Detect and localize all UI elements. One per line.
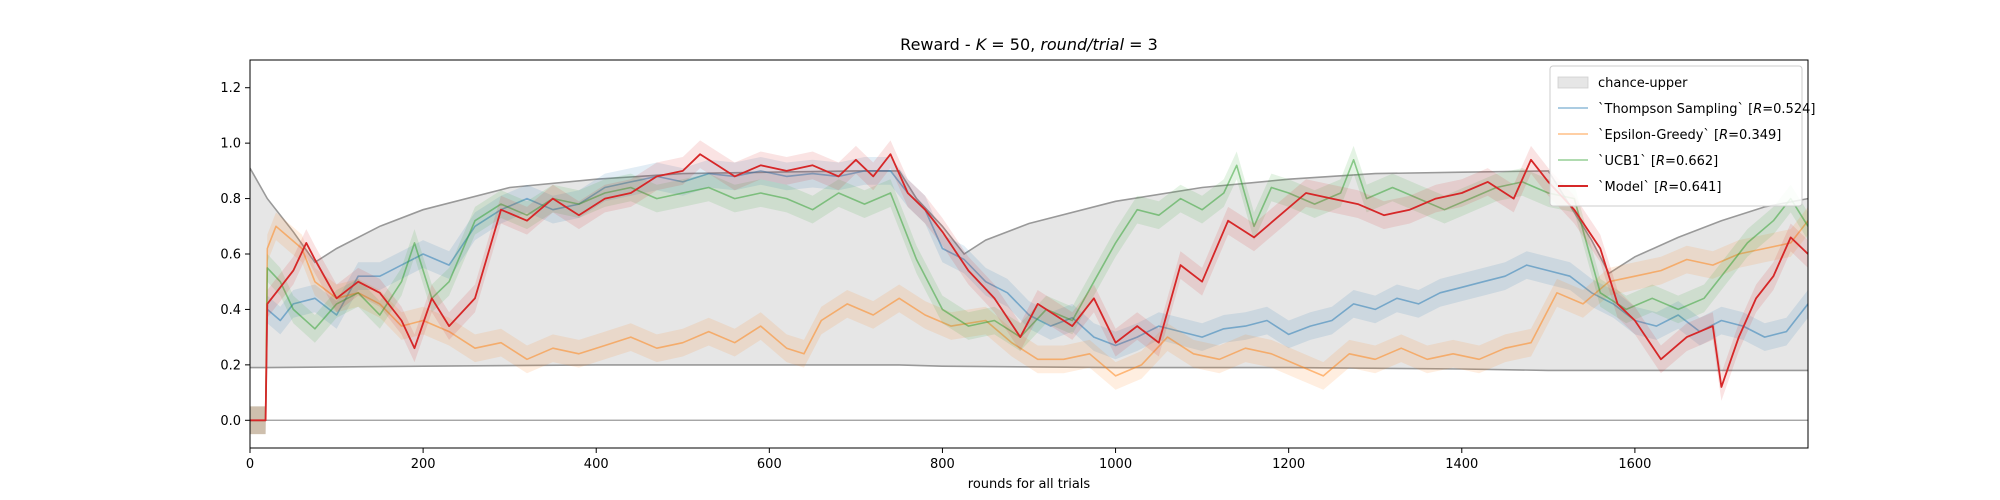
y-tick-label: 0.4 xyxy=(220,303,241,318)
series-model-band xyxy=(250,140,1808,435)
title-k-label: K xyxy=(976,35,988,54)
x-tick-label: 400 xyxy=(584,457,609,472)
series-ucb1-line xyxy=(250,159,1808,422)
legend: chance-upper `Thompson Sampling` [R=0.52… xyxy=(1549,65,1815,207)
x-tick-label: 1400 xyxy=(1445,457,1478,472)
y-tick-label: 1.2 xyxy=(220,81,241,96)
series-epsilon-greedy xyxy=(250,206,1808,435)
title-round-value: = 3 xyxy=(1124,35,1158,54)
legend-label-model: `Model` [R=0.641] xyxy=(1598,180,1721,195)
x-tick-label: 600 xyxy=(757,457,782,472)
legend-swatch-chance-upper xyxy=(1557,76,1589,89)
x-tick-label: 1200 xyxy=(1272,457,1305,472)
legend-box xyxy=(1549,65,1803,207)
title-round-label: round/trial xyxy=(1040,35,1124,54)
y-ticks: 0.0 0.2 0.4 0.6 0.8 1.0 1.2 xyxy=(220,81,250,429)
y-tick-label: 0.6 xyxy=(220,248,241,263)
title-prefix: Reward - xyxy=(900,35,976,54)
chance-band-area xyxy=(250,168,1808,371)
x-tick-label: 0 xyxy=(246,457,254,472)
x-tick-label: 1000 xyxy=(1099,457,1132,472)
x-tick-label: 200 xyxy=(411,457,436,472)
x-tick-label: 800 xyxy=(930,457,955,472)
series-epsilon-greedy-line xyxy=(250,220,1808,422)
title-k-value: = 50, xyxy=(986,35,1040,54)
y-tick-label: 1.0 xyxy=(220,137,241,152)
x-axis-label: rounds for all trials xyxy=(968,477,1091,492)
legend-label-chance-upper: chance-upper xyxy=(1598,76,1688,91)
chart-title: Reward - K = 50, round/trial = 3 xyxy=(900,35,1158,54)
x-ticks: 0 200 400 600 800 1000 1200 1400 1600 xyxy=(246,448,1651,472)
legend-label-epsilon-greedy: `Epsilon-Greedy` [R=0.349] xyxy=(1598,128,1781,143)
y-tick-label: 0.0 xyxy=(220,414,241,429)
y-tick-label: 0.2 xyxy=(220,358,241,373)
x-tick-label: 1600 xyxy=(1618,457,1651,472)
legend-label-thompson-sampling: `Thompson Sampling` [R=0.524] xyxy=(1598,102,1815,117)
chance-lower-line xyxy=(250,364,1808,372)
series-ucb1 xyxy=(250,145,1808,435)
y-tick-label: 0.8 xyxy=(220,192,241,207)
legend-label-ucb1: `UCB1` [R=0.662] xyxy=(1598,154,1718,169)
